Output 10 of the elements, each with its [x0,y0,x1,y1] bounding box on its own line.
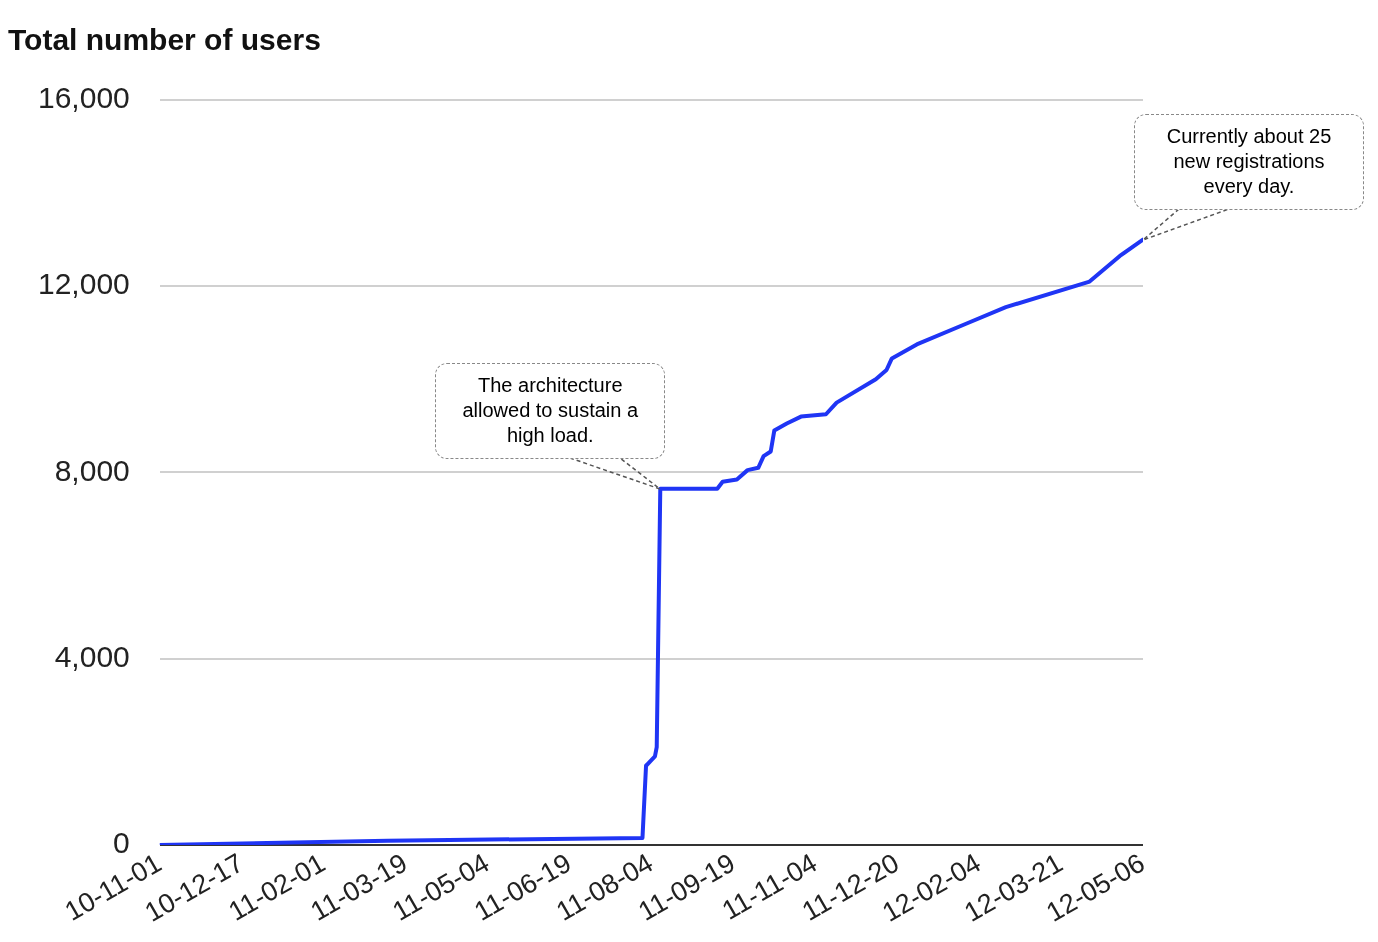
annotation: Currently about 25 new registrations every day. [1165,124,1333,200]
y-tick-label: 0 [113,826,130,860]
annotation: The architecture allowed to sustain a high load. [461,373,640,449]
callout-box: The architecture allowed to sustain a high load. [435,362,666,459]
chart-title: Total number of users [8,23,321,57]
y-tick-label: 16,000 [37,81,130,115]
y-tick-label: 8,000 [54,453,130,487]
y-tick-label: 4,000 [54,639,130,673]
y-tick-label: 12,000 [37,267,130,301]
callout-box: Currently about 25 new registrations every day. [1134,113,1364,210]
